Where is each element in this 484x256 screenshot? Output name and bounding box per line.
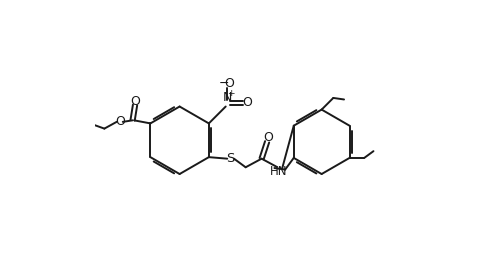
Text: O: O	[242, 96, 251, 109]
Text: HN: HN	[270, 165, 287, 178]
Text: +: +	[227, 89, 234, 98]
Text: N: N	[222, 91, 231, 104]
Text: O: O	[115, 115, 124, 128]
Text: O: O	[262, 131, 272, 144]
Text: S: S	[226, 152, 234, 165]
Text: O: O	[130, 94, 140, 108]
Text: O: O	[224, 77, 234, 90]
Text: −: −	[218, 77, 229, 90]
